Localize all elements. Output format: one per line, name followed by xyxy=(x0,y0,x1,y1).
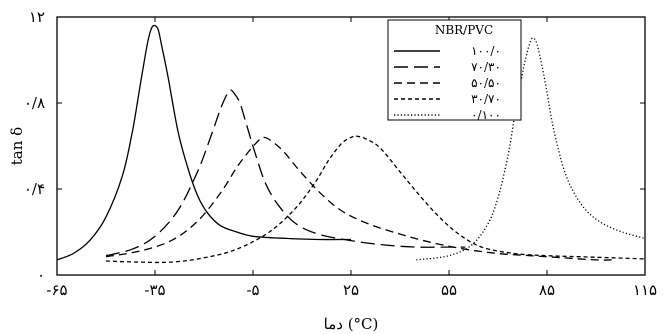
legend-label-1: ۱۰۰/۰ xyxy=(471,44,501,58)
legend-label-4: ۳۰/۷۰ xyxy=(471,92,501,106)
x-tick-label: -۵ xyxy=(246,281,259,299)
legend-label-2: ۷۰/۳۰ xyxy=(471,60,501,74)
y-tick-label: ۰/۸ xyxy=(24,94,45,112)
x-tick-label: ۵۵ xyxy=(441,281,457,299)
x-tick-label: ۸۵ xyxy=(539,281,555,299)
series-line-2 xyxy=(105,89,466,257)
y-tick-label: ۰/۴ xyxy=(24,180,45,198)
x-axis-label: دما (°C) xyxy=(324,315,379,333)
x-tick-label: -۶۵ xyxy=(46,281,67,299)
legend-title: NBR/PVC xyxy=(435,23,493,37)
legend-box xyxy=(387,19,522,121)
y-tick-label: ۱۲ xyxy=(29,8,45,26)
series-line-3 xyxy=(105,136,613,261)
legend-entries: ۱۰۰/۰ ۷۰/۳۰ ۵۰/۵۰ ۳۰/۷۰ ۰/۱۰۰ xyxy=(394,44,501,122)
x-tick-label: -۳۵ xyxy=(144,281,165,299)
series-line-1 xyxy=(56,24,352,261)
series-lines xyxy=(56,24,646,264)
y-axis-label: tan δ xyxy=(8,127,26,165)
y-tick-label: ۰ xyxy=(37,266,45,284)
y-axis: ۰ ۰/۴ ۰/۸ ۱۲ xyxy=(24,8,645,284)
plot-area xyxy=(56,16,646,276)
x-tick-label: ۱۱۵ xyxy=(633,281,657,299)
x-axis: -۶۵ -۳۵ -۵ ۲۵ ۵۵ ۸۵ ۱۱۵ xyxy=(46,17,657,299)
x-tick-label: ۲۵ xyxy=(343,281,359,299)
legend-label-5: ۰/۱۰۰ xyxy=(471,108,501,122)
legend: NBR/PVC ۱۰۰/۰ ۷۰/۳۰ ۵۰/۵۰ ۳۰/۷۰ ۰/۱۰۰ xyxy=(387,19,522,122)
legend-label-3: ۵۰/۵۰ xyxy=(471,76,501,90)
series-line-4 xyxy=(105,135,646,264)
